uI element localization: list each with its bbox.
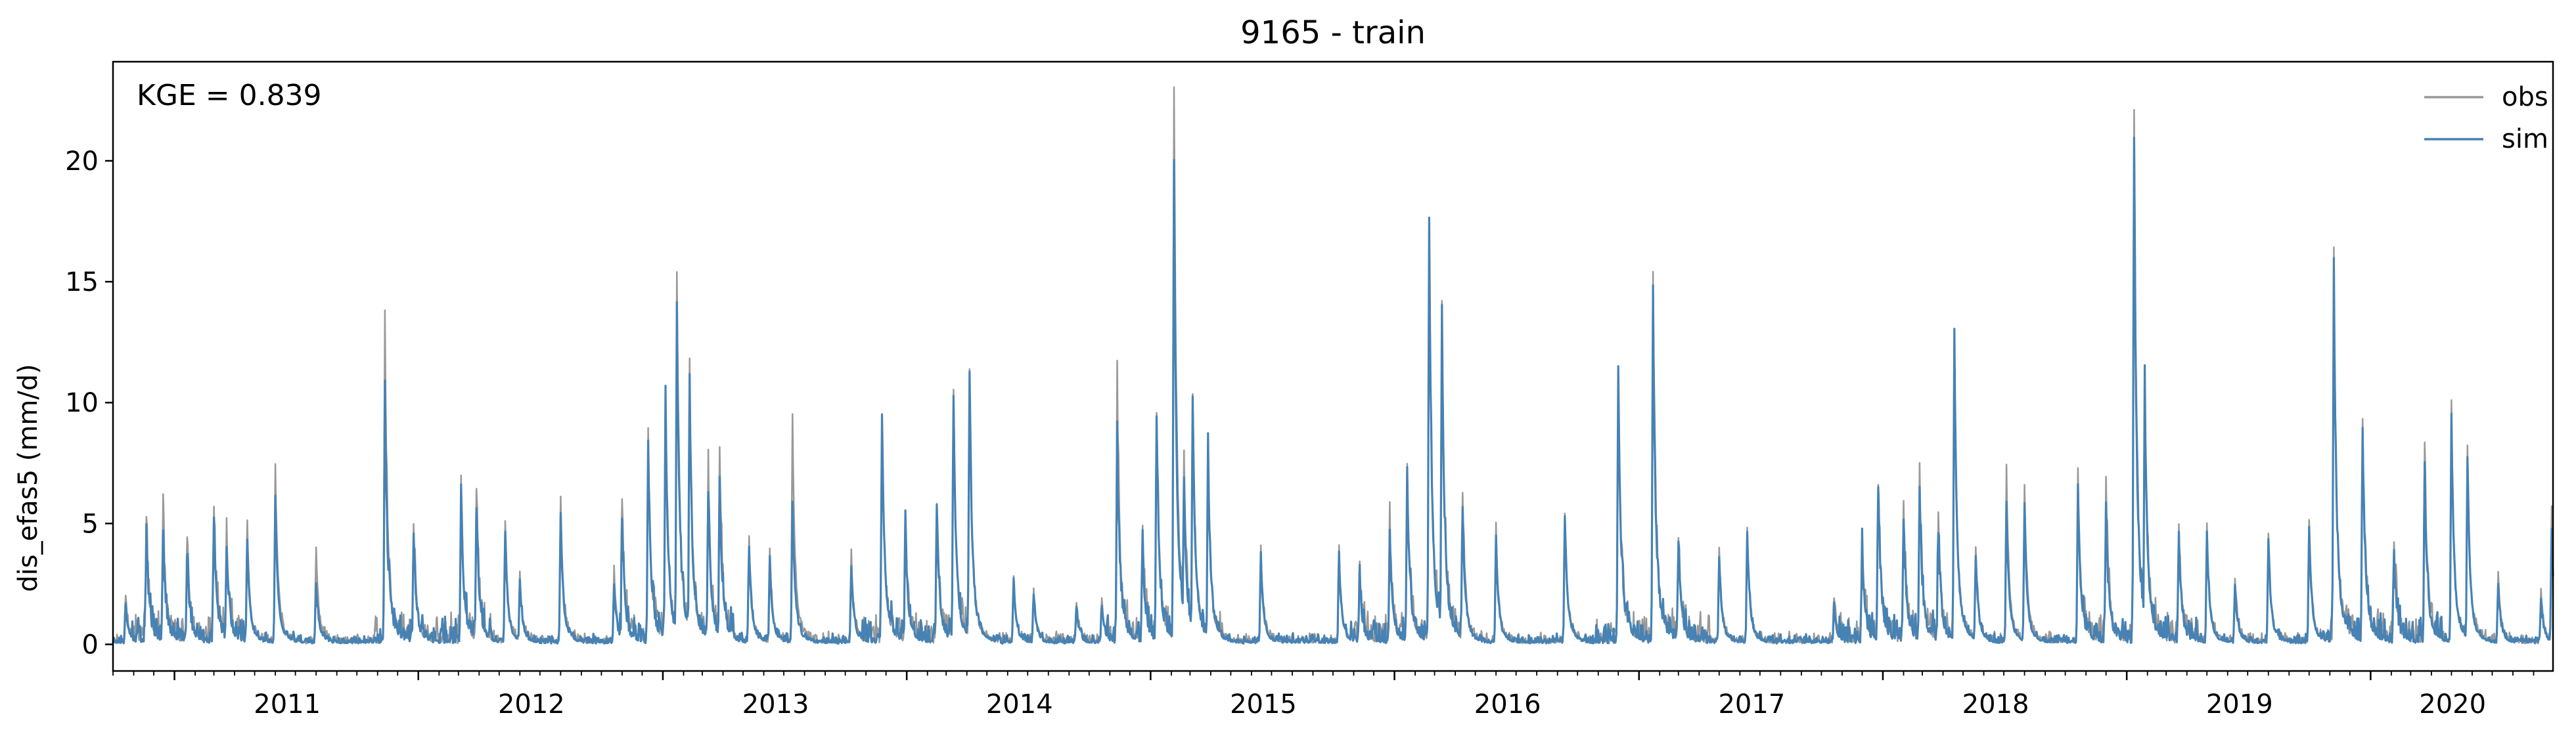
y-tick-label: 5: [82, 509, 99, 539]
x-tick-label: 2018: [1962, 689, 2029, 720]
y-tick-label: 0: [82, 630, 99, 660]
y-axis-label: dis_efas5 (mm/d): [13, 364, 43, 592]
y-tick-label: 20: [65, 146, 99, 177]
x-tick-label: 2014: [986, 689, 1053, 720]
x-tick-label: 2019: [2206, 689, 2273, 720]
kge-annotation: KGE = 0.839: [137, 79, 322, 112]
legend-label-obs: obs: [2502, 82, 2548, 112]
y-axis: 0 5 10 15 20: [65, 146, 113, 660]
x-axis: 2011 2012 2013 2014 2015 2016 2017 2018 2019 2020: [112, 671, 2535, 720]
legend-label-sim: sim: [2502, 124, 2548, 154]
series-layer: [112, 86, 2554, 645]
x-tick-label: 2016: [1474, 689, 1541, 720]
x-tick-label: 2013: [742, 689, 809, 720]
x-tick-label: 2011: [254, 689, 321, 720]
series-line-sim: [112, 137, 2554, 645]
y-tick-label: 15: [65, 267, 99, 297]
y-tick-label: 10: [65, 388, 99, 418]
x-tick-label: 2017: [1718, 689, 1785, 720]
x-tick-label: 2012: [498, 689, 565, 720]
x-tick-label: 2020: [2419, 689, 2486, 720]
legend: obs sim: [2424, 82, 2548, 154]
x-tick-label: 2015: [1230, 689, 1297, 720]
chart-title: 9165 - train: [1240, 14, 1426, 51]
